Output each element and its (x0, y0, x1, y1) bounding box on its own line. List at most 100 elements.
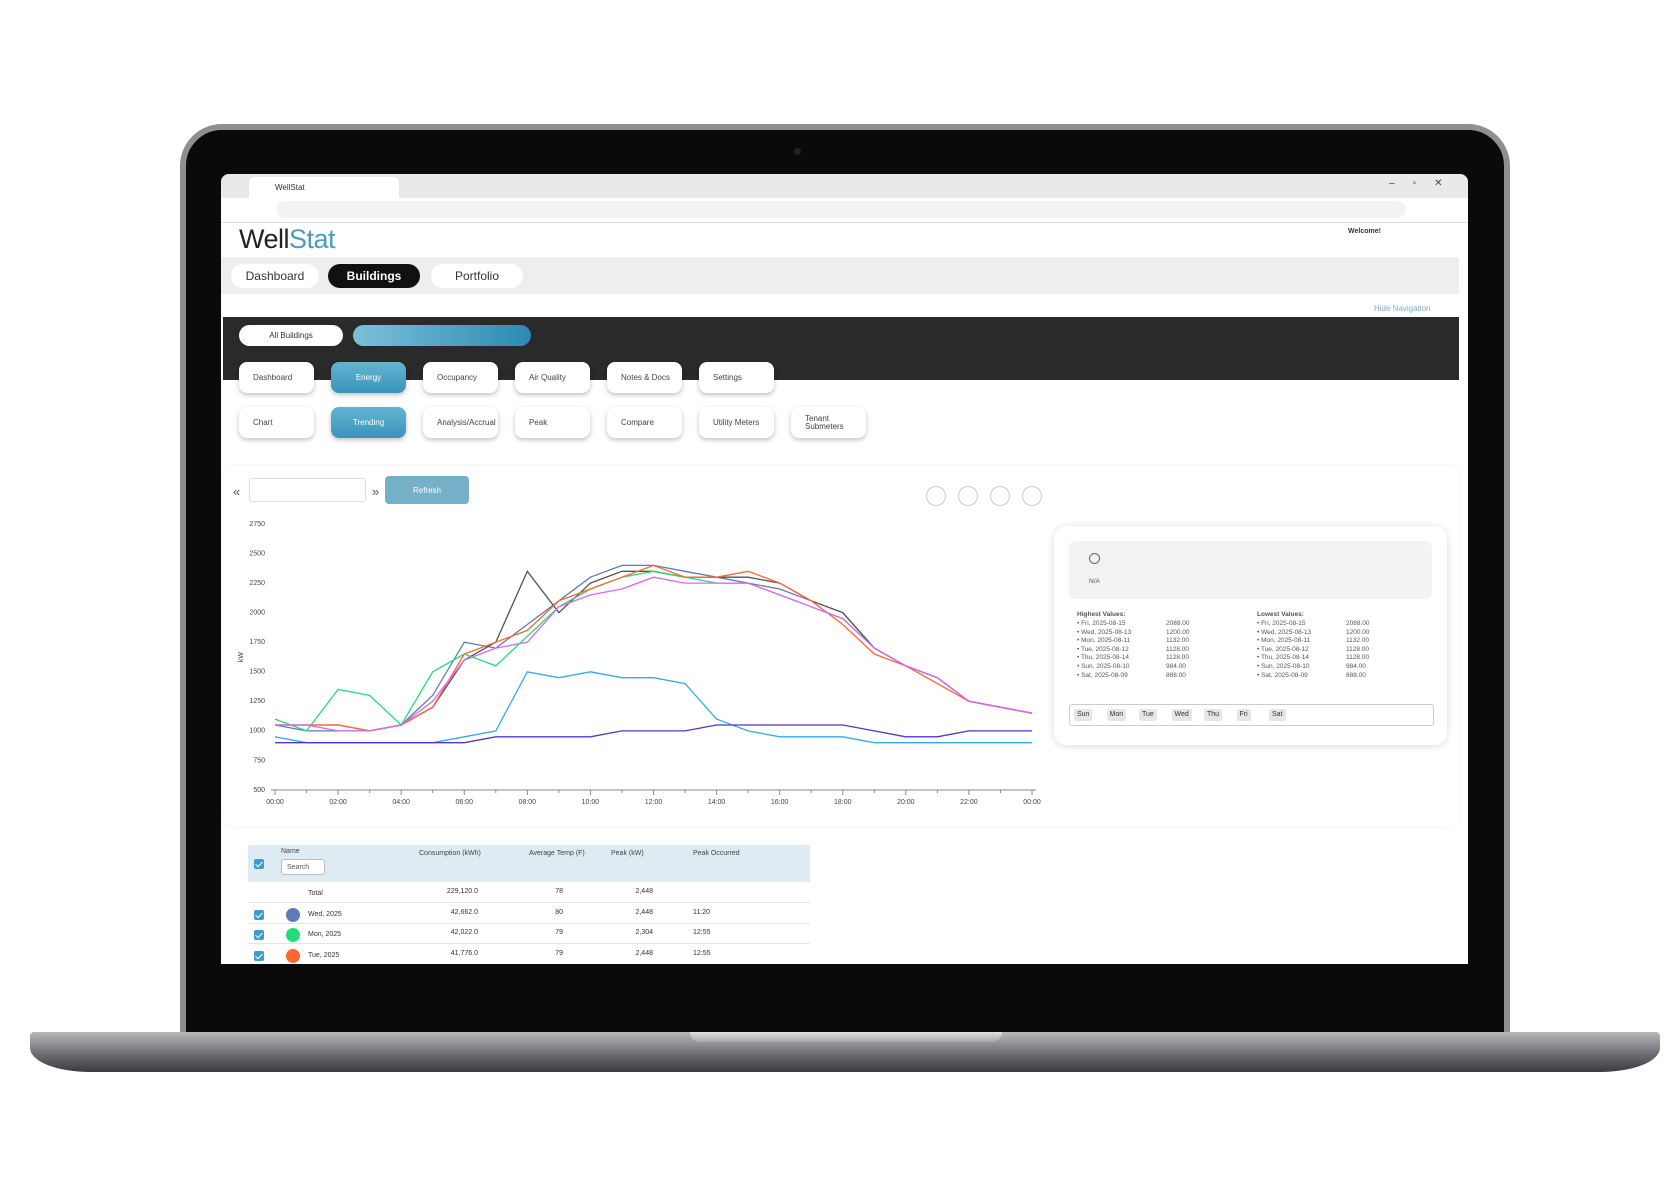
cell: 2,448 (635, 888, 653, 895)
x-tick-label: 10:00 (582, 799, 600, 806)
row-divider (248, 922, 810, 924)
menu-button[interactable]: Compare (607, 407, 682, 438)
x-tick-label: 02:00 (329, 799, 347, 806)
nav-tab[interactable]: Buildings (328, 264, 420, 288)
day-chip[interactable]: Mon (1106, 709, 1127, 721)
column-header[interactable]: Name (281, 848, 300, 855)
cell: 42,022.0 (450, 929, 478, 936)
tab-title: WellStat (275, 183, 305, 192)
nav-band: Dashboard Buildings Portfolio (221, 257, 1459, 294)
browser-tab[interactable]: WellStat (249, 177, 399, 198)
row-divider (248, 902, 810, 903)
menu-button[interactable]: Peak (515, 407, 590, 438)
day-chip[interactable]: Wed (1171, 709, 1192, 721)
value-number: 1128.00 (1166, 654, 1190, 662)
nav-tab[interactable]: Portfolio (431, 264, 523, 288)
menu-button[interactable]: Chart (239, 407, 314, 438)
cell: 79 (555, 949, 563, 957)
data-table: Search Name Consumption (kWh) Average Temp… (248, 845, 810, 964)
series-line (275, 724, 1032, 744)
value-label: • Mon, 2025-08-11 (1257, 637, 1311, 645)
menu-button[interactable]: Air Quality (515, 362, 590, 393)
day-chip[interactable]: Sun (1074, 709, 1093, 721)
value-label: • Wed, 2025-08-13 (1257, 628, 1312, 636)
refresh-button[interactable]: Refresh (385, 476, 469, 504)
day-chip[interactable]: Thu (1204, 709, 1223, 721)
menu-button[interactable]: Settings (699, 362, 774, 393)
row-name: Total (308, 890, 323, 897)
day-chip[interactable]: Sat (1269, 709, 1286, 721)
menu-button[interactable]: Tenant Submeters (791, 407, 866, 438)
row-checkbox[interactable] (254, 950, 264, 961)
value-number: 1132.00 (1346, 637, 1370, 645)
column-header[interactable]: Peak (kW) (611, 850, 644, 857)
menu-button[interactable]: Occupancy (423, 362, 498, 393)
date-input[interactable] (249, 478, 366, 502)
series-line (274, 570, 1033, 732)
x-tick-label: 00:00 (1023, 799, 1041, 806)
cell: 2,304 (635, 929, 653, 936)
day-chip[interactable]: Fri (1236, 709, 1251, 721)
menu-button[interactable]: Analysis/Accrual (423, 407, 498, 438)
nav-tab[interactable]: Dashboard (231, 264, 319, 288)
lowest-title: Lowest Values: (1257, 611, 1304, 618)
column-header[interactable]: Peak Occurred (693, 850, 740, 857)
menu-button[interactable]: Dashboard (239, 362, 314, 393)
highest-title: Highest Values: (1077, 611, 1126, 618)
series-line (275, 576, 1033, 732)
select-all[interactable] (254, 859, 264, 869)
value-label: • Sat, 2025-08-09 (1077, 671, 1128, 679)
value-number: 2088.00 (1346, 620, 1370, 627)
camera-icon[interactable] (990, 486, 1010, 506)
export-icon[interactable] (958, 486, 978, 506)
chart: 500 750 1000 1250 1500 1750 2000 2250 2500 2750 kW… (238, 521, 1041, 806)
column-header[interactable]: Average Temp (F) (529, 850, 585, 857)
y-tick-label: 2000 (249, 610, 265, 617)
search-input[interactable]: Search (281, 859, 325, 875)
row-checkbox[interactable] (254, 930, 264, 940)
all-buildings[interactable]: All Buildings (239, 325, 343, 346)
hide-navigation[interactable]: Hide Navigation (1374, 304, 1431, 313)
building-select[interactable] (353, 325, 531, 346)
url-field[interactable] (276, 201, 1406, 218)
y-tick-label: 2250 (249, 580, 265, 587)
value-number: 1200.00 (1166, 628, 1190, 636)
camera (794, 148, 801, 155)
menu-button[interactable]: Energy (331, 362, 406, 393)
y-tick-label: 500 (253, 787, 265, 794)
menu-button[interactable]: Notes & Docs (607, 362, 682, 393)
column-header[interactable]: Consumption (kWh) (419, 850, 481, 857)
value-number: 1128.00 (1166, 645, 1190, 653)
y-tick-label: 2750 (249, 521, 265, 528)
welcome[interactable]: Welcome! (1348, 228, 1381, 235)
cell: 229,120.0 (446, 888, 478, 895)
value-number: 888.00 (1166, 671, 1186, 679)
value-label: • Sat, 2025-08-09 (1257, 671, 1308, 679)
value-number: 1128.00 (1346, 654, 1370, 662)
day-chip[interactable]: Tue (1139, 709, 1157, 721)
x-tick-label: 18:00 (834, 799, 852, 806)
value-label: • Wed, 2025-08-13 (1077, 628, 1132, 636)
settings-icon[interactable] (926, 486, 946, 506)
chart-toolbar (926, 486, 1056, 506)
menu-button[interactable]: Utility Meters (699, 407, 774, 438)
window-controls[interactable]: –▫✕ (1389, 178, 1461, 189)
report-icon[interactable] (1022, 486, 1042, 506)
next-button[interactable]: » (372, 484, 380, 499)
cell: 11:20 (693, 908, 710, 916)
row-color-dot (286, 907, 300, 922)
value-label: • Thu, 2025-08-14 (1077, 654, 1130, 662)
y-tick-label: 1750 (249, 639, 265, 646)
status: N/A (1089, 578, 1100, 585)
menu-button[interactable]: Trending (331, 407, 406, 438)
prev-button[interactable]: « (233, 484, 241, 499)
value-label: • Tue, 2025-08-12 (1257, 645, 1309, 653)
cell: 12:55 (693, 949, 711, 957)
x-tick-label: 14:00 (708, 799, 726, 806)
row-checkbox[interactable] (254, 909, 264, 920)
x-tick-label: 22:00 (960, 799, 978, 806)
x-tick-label: 12:00 (645, 799, 663, 806)
day-filter[interactable]: Sun Mon Tue Wed Thu Fri Sat (1069, 704, 1434, 726)
table-header (248, 845, 810, 882)
